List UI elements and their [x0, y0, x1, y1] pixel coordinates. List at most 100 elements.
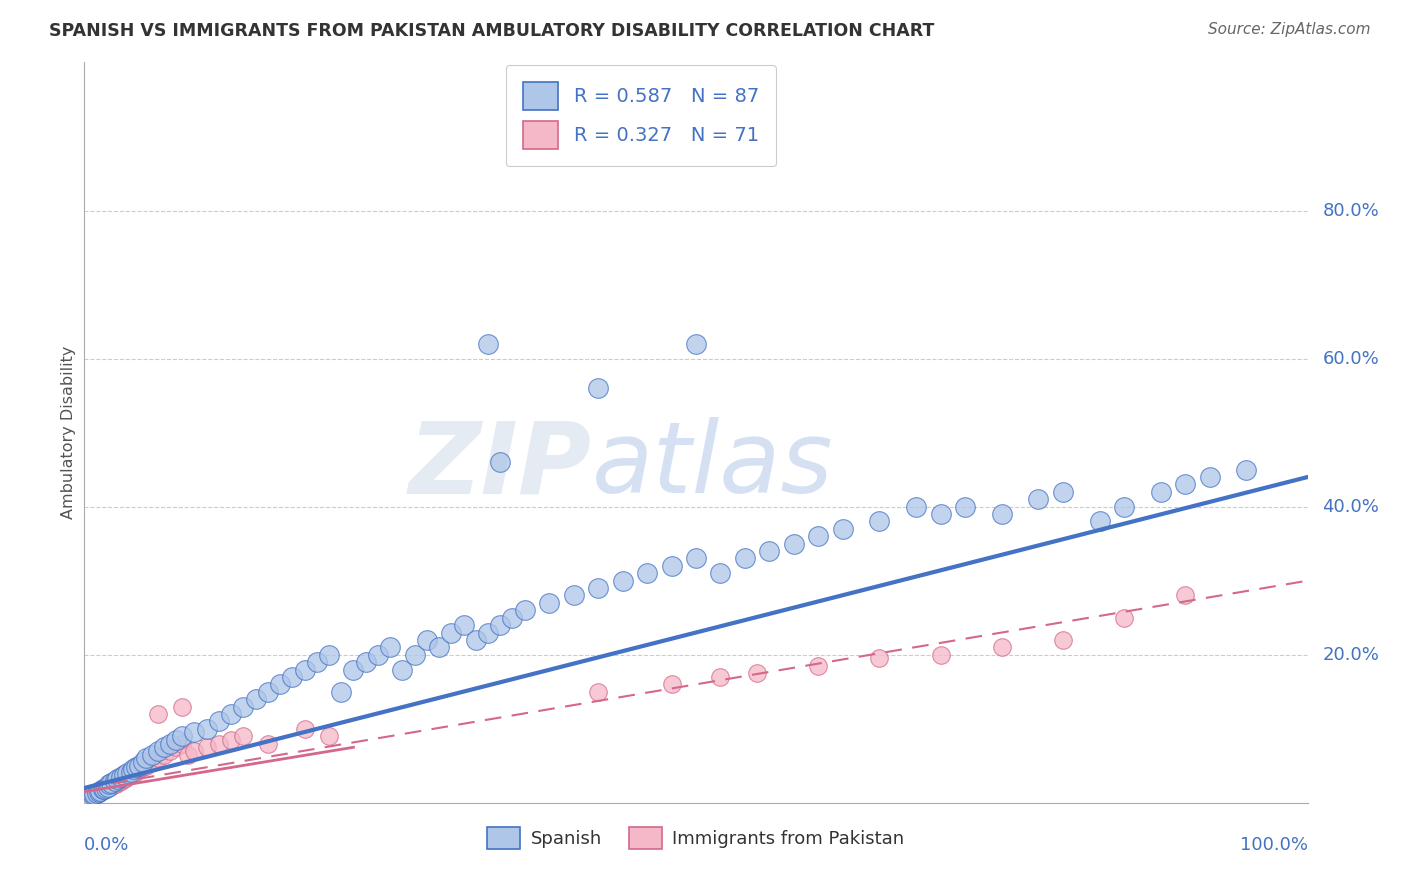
Point: [79, 790, 101, 805]
Point: [734, 551, 756, 566]
Point: [120, 767, 142, 781]
Point: [146, 706, 169, 721]
Point: [219, 706, 242, 721]
Text: SPANISH VS IMMIGRANTS FROM PAKISTAN AMBULATORY DISABILITY CORRELATION CHART: SPANISH VS IMMIGRANTS FROM PAKISTAN AMBU…: [49, 22, 935, 40]
Point: [110, 770, 132, 784]
Text: Source: ZipAtlas.com: Source: ZipAtlas.com: [1208, 22, 1371, 37]
Point: [318, 648, 340, 662]
Point: [100, 776, 122, 790]
Point: [122, 766, 145, 780]
Point: [612, 574, 634, 588]
Point: [86, 786, 108, 800]
Point: [87, 785, 110, 799]
Text: 100.0%: 100.0%: [1240, 836, 1308, 855]
Point: [1114, 500, 1136, 514]
Point: [586, 685, 609, 699]
Point: [416, 632, 439, 647]
Point: [440, 625, 463, 640]
Point: [269, 677, 291, 691]
Legend: Spanish, Immigrants from Pakistan: Spanish, Immigrants from Pakistan: [481, 821, 911, 856]
Point: [146, 751, 169, 765]
Point: [77, 792, 100, 806]
Point: [330, 685, 353, 699]
Point: [93, 782, 115, 797]
Point: [1088, 515, 1111, 529]
Text: 0.0%: 0.0%: [84, 836, 129, 855]
Point: [758, 544, 780, 558]
Point: [89, 785, 111, 799]
Point: [128, 763, 150, 777]
Point: [294, 722, 316, 736]
Point: [831, 522, 853, 536]
Point: [183, 744, 205, 758]
Point: [98, 780, 121, 794]
Point: [76, 793, 98, 807]
Point: [110, 773, 132, 788]
Point: [94, 781, 117, 796]
Point: [391, 663, 413, 677]
Point: [929, 648, 952, 662]
Point: [87, 785, 110, 799]
Point: [115, 766, 138, 780]
Point: [354, 655, 377, 669]
Point: [195, 740, 218, 755]
Point: [97, 780, 120, 794]
Point: [489, 455, 512, 469]
Point: [869, 651, 891, 665]
Point: [101, 778, 124, 792]
Point: [122, 763, 145, 777]
Point: [562, 589, 585, 603]
Point: [1028, 492, 1050, 507]
Point: [477, 625, 499, 640]
Point: [86, 787, 108, 801]
Point: [153, 747, 176, 762]
Point: [165, 740, 187, 755]
Point: [165, 732, 187, 747]
Point: [104, 777, 127, 791]
Point: [104, 773, 127, 788]
Point: [1052, 632, 1074, 647]
Point: [97, 780, 120, 795]
Point: [685, 551, 707, 566]
Text: 40.0%: 40.0%: [1322, 498, 1379, 516]
Point: [685, 336, 707, 351]
Point: [661, 677, 683, 691]
Point: [1198, 470, 1220, 484]
Point: [87, 786, 110, 800]
Point: [103, 777, 125, 791]
Point: [257, 737, 280, 751]
Point: [489, 618, 512, 632]
Point: [82, 789, 104, 804]
Point: [1174, 589, 1197, 603]
Point: [586, 381, 609, 395]
Point: [120, 764, 142, 779]
Point: [305, 655, 328, 669]
Point: [991, 640, 1014, 655]
Point: [79, 789, 101, 804]
Point: [783, 536, 806, 550]
Point: [183, 725, 205, 739]
Point: [219, 732, 242, 747]
Point: [195, 722, 218, 736]
Point: [367, 648, 389, 662]
Point: [97, 780, 120, 794]
Point: [141, 747, 163, 762]
Point: [172, 699, 194, 714]
Point: [477, 336, 499, 351]
Point: [100, 779, 122, 793]
Point: [117, 769, 139, 783]
Point: [636, 566, 658, 581]
Point: [89, 784, 111, 798]
Point: [177, 747, 200, 762]
Point: [112, 767, 135, 781]
Text: atlas: atlas: [592, 417, 834, 515]
Point: [90, 784, 112, 798]
Point: [502, 610, 524, 624]
Point: [96, 780, 118, 795]
Point: [135, 758, 157, 772]
Point: [96, 780, 118, 795]
Point: [257, 685, 280, 699]
Text: 60.0%: 60.0%: [1322, 350, 1379, 368]
Point: [91, 783, 114, 797]
Point: [245, 692, 267, 706]
